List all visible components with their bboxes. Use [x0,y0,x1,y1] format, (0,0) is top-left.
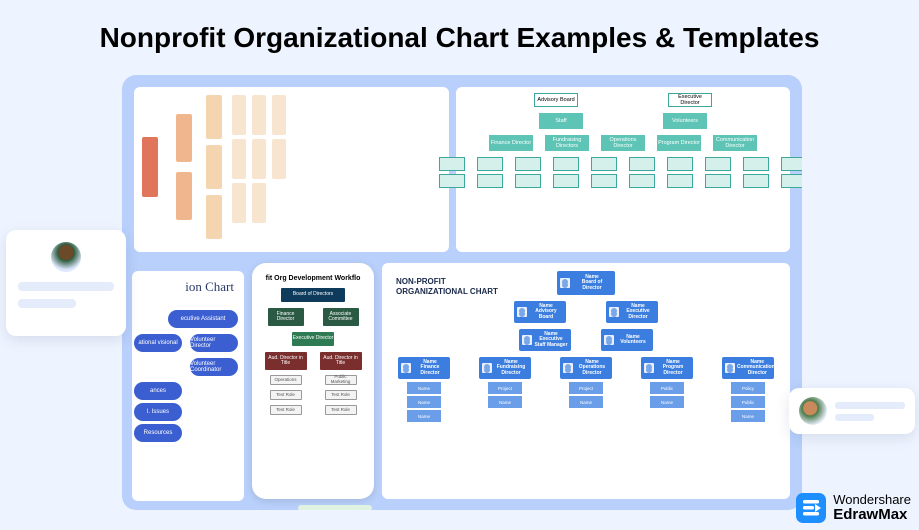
comment-card-right [789,388,915,434]
avatar [51,242,81,272]
p4-title: fit Org Development Workflo [258,275,368,282]
template-card-5[interactable]: NON-PROFIT ORGANIZATIONAL CHART NameBoar… [382,263,790,499]
p2-advisory: Advisory Board [534,93,578,107]
comment-card-left [6,230,126,336]
page-title: Nonprofit Organizational Chart Examples … [0,0,919,72]
placeholder-line [18,299,76,308]
template-gallery: Advisory Board Executive Director Staff … [122,75,802,510]
brand-line1: Wondershare [833,493,911,507]
placeholder-line [18,282,114,291]
template-card-2[interactable]: Advisory Board Executive Director Staff … [456,87,790,252]
brand-logo: Wondershare EdrawMax [795,492,911,524]
template-card-6[interactable] [298,505,372,510]
avatar [799,397,827,425]
template-card-3[interactable]: ion Chart ecutive Assistant ational visi… [132,271,244,501]
template-card-1[interactable] [134,87,449,252]
placeholder-line [835,414,874,421]
template-card-4[interactable]: fit Org Development Workflo Board of Dir… [252,263,374,499]
brand-line2: EdrawMax [833,507,911,523]
placeholder-line [835,402,905,409]
p3-title: ion Chart [132,279,240,295]
edrawmax-icon [795,492,827,524]
p2-staff: Staff [539,113,583,129]
p2-exec: Executive Director [668,93,712,107]
p2-vol: Volunteers [663,113,707,129]
p5-title: NON-PROFIT ORGANIZATIONAL CHART [396,277,498,298]
